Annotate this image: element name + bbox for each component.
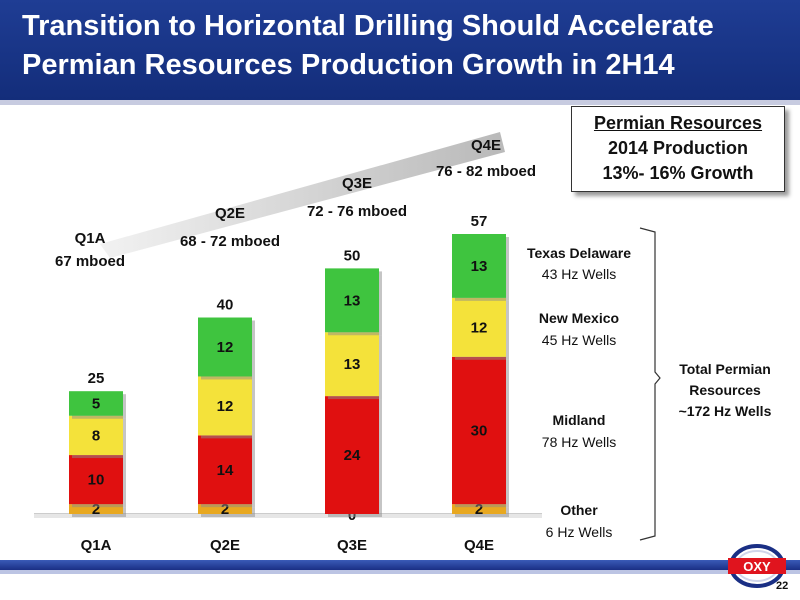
production-quarter-q4e: Q4E: [471, 137, 501, 154]
value-label-q4e-midland: 30: [471, 422, 488, 439]
info-box-line-2: 13%- 16% Growth: [602, 163, 754, 183]
bar-q2e-other: [198, 504, 252, 514]
value-label-q2e-new-mexico: 12: [217, 398, 234, 415]
value-label-q3e-texas-delaware: 13: [344, 292, 361, 309]
growth-arrow: [100, 132, 505, 258]
production-value-q2e: 68 - 72 mboed: [180, 233, 280, 250]
production-value-q4e: 76 - 82 mboed: [436, 163, 536, 180]
title-line-1: Transition to Horizontal Drilling Should…: [22, 10, 714, 42]
bar-q4e-other: [452, 504, 506, 514]
legend-name-midland: Midland: [552, 412, 606, 428]
total-line-2: Resources: [689, 382, 761, 398]
total-label-q1a: 25: [88, 370, 105, 387]
value-label-q2e-texas-delaware: 12: [217, 339, 234, 356]
category-label-q4e: Q4E: [464, 537, 494, 554]
info-box-line-1: 2014 Production: [607, 138, 749, 158]
legend-name-new-mexico: New Mexico: [538, 310, 620, 326]
value-label-q4e-other: 2: [475, 501, 483, 518]
production-value-q3e: 72 - 76 mboed: [307, 203, 407, 220]
x-axis-shadow: [34, 514, 542, 518]
value-label-q1a-other: 2: [92, 501, 100, 518]
production-growth-box: Permian Resources 2014 Production 13%- 1…: [571, 106, 785, 192]
value-label-q2e-midland: 14: [217, 462, 234, 479]
legend-wells-other: 6 Hz Wells: [545, 524, 613, 540]
production-quarter-q1a: Q1A: [75, 230, 106, 247]
total-line-3: ~172 Hz Wells: [678, 403, 772, 419]
value-label-q1a-new-mexico: 8: [92, 427, 100, 444]
bar-q2e-new-mexico: [198, 376, 252, 436]
bar-q1a-other: [69, 504, 123, 514]
total-label-q2e: 40: [217, 297, 234, 314]
bar-q3e-texas-delaware: [325, 268, 379, 333]
legend-wells-texas-delaware: 43 Hz Wells: [541, 266, 617, 282]
total-label-q4e: 57: [471, 213, 488, 230]
production-quarter-q2e: Q2E: [215, 205, 245, 222]
bar-q1a-new-mexico: [69, 415, 123, 456]
footer-bar: [0, 560, 800, 570]
value-label-q4e-texas-delaware: 13: [471, 258, 488, 275]
bar-q4e-new-mexico: [452, 297, 506, 357]
bar-q4e-midland: [452, 356, 506, 505]
total-wells-label: Total Permian Resources ~172 Hz Wells: [660, 359, 790, 422]
value-label-q1a-midland: 10: [88, 472, 105, 489]
header-divider: [0, 100, 800, 105]
legend-name-texas-delaware: Texas Delaware: [526, 245, 632, 261]
value-label-q3e-new-mexico: 13: [344, 356, 361, 373]
logo-text: OXY: [743, 559, 771, 574]
bar-q3e-new-mexico: [325, 332, 379, 397]
value-label-q3e-midland: 24: [344, 447, 361, 464]
bar-q2e-texas-delaware: [198, 317, 252, 377]
page-number: 22: [776, 580, 789, 592]
bar-q1a-texas-delaware: [69, 391, 123, 416]
footer-rule: [0, 570, 800, 574]
bar-q3e-midland: [325, 396, 379, 514]
category-label-q1a: Q1A: [81, 537, 112, 554]
value-label-q1a-texas-delaware: 5: [92, 395, 100, 412]
total-label-q3e: 50: [344, 247, 361, 264]
bar-q4e-texas-delaware: [452, 234, 506, 298]
legend-bracket: [639, 227, 661, 541]
bar-q2e-midland: [198, 435, 252, 505]
production-quarter-q3e: Q3E: [342, 175, 372, 192]
info-box-title: Permian Resources: [593, 113, 763, 133]
bar-q1a-midland: [69, 455, 123, 505]
value-label-q2e-other: 2: [221, 501, 229, 518]
total-line-1: Total Permian: [679, 361, 771, 377]
category-label-q3e: Q3E: [337, 537, 367, 554]
legend-wells-new-mexico: 45 Hz Wells: [541, 332, 617, 348]
production-value-q1a: 67 mboed: [55, 253, 125, 270]
value-label-q4e-new-mexico: 12: [471, 319, 488, 336]
legend-wells-midland: 78 Hz Wells: [541, 434, 617, 450]
legend-name-other: Other: [560, 502, 598, 518]
title-line-2: Permian Resources Production Growth in 2…: [22, 49, 675, 81]
oxy-logo: OXY: [728, 544, 786, 588]
title-banner: Transition to Horizontal Drilling Should…: [0, 0, 800, 100]
category-label-q2e: Q2E: [210, 537, 240, 554]
